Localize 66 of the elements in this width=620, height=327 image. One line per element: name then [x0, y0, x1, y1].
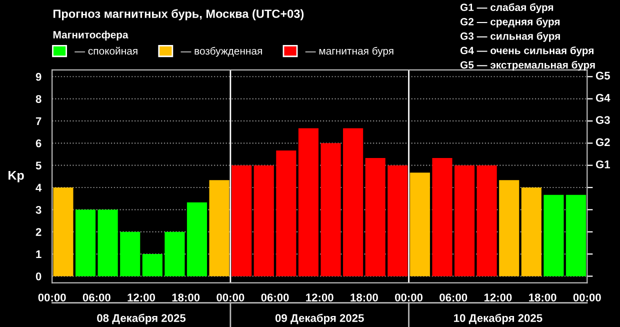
y-tick-label: 1 — [36, 250, 42, 258]
bar — [298, 128, 318, 276]
bar — [75, 210, 96, 276]
y-tick-label: 8 — [36, 95, 42, 103]
text: G1 — [596, 160, 610, 168]
y-tick-label: 0 — [36, 272, 42, 280]
bar — [53, 188, 74, 276]
y-tick-label: 5 — [36, 162, 42, 170]
legend-label: — возбужденная — [180, 46, 262, 57]
bar — [499, 180, 520, 276]
legend-title: Магнитосфера — [53, 30, 128, 40]
text: 08 Декабря 2025 — [97, 314, 186, 324]
y-tick-label: 9 — [36, 72, 42, 81]
bar — [365, 158, 386, 276]
bar — [521, 188, 542, 276]
bar — [320, 143, 341, 276]
bar — [343, 128, 364, 276]
bar — [98, 210, 118, 276]
text: G1 — слабая буря — [460, 3, 554, 14]
x-tick-label: 06:00 — [261, 294, 289, 302]
text: 10 Декабря 2025 — [454, 314, 542, 324]
bar — [566, 194, 586, 276]
bar — [120, 232, 140, 276]
x-tick-label: 18:00 — [350, 294, 378, 302]
bar — [432, 158, 452, 276]
y-tick-label: 4 — [36, 184, 42, 192]
x-tick-label: 00:00 — [38, 294, 66, 302]
bar — [232, 165, 252, 276]
x-tick-label: 18:00 — [172, 294, 200, 302]
x-tick-label: 00:00 — [395, 294, 423, 302]
y-tick-label: 7 — [36, 117, 42, 126]
x-tick-label: 06:00 — [82, 294, 110, 302]
x-tick-label: 12:00 — [484, 294, 512, 302]
text: G3 — сильная буря — [460, 32, 560, 42]
bar — [254, 165, 274, 276]
text: G4 — [596, 94, 610, 102]
bar — [142, 254, 162, 276]
bar — [209, 180, 230, 276]
text: G5 — [596, 72, 610, 80]
text: G2 — [596, 138, 610, 146]
bar — [388, 165, 408, 276]
bar — [186, 202, 208, 276]
bar — [454, 165, 475, 276]
bar — [410, 172, 430, 276]
text: G4 — очень сильная буря — [460, 46, 594, 56]
x-tick-label: 00:00 — [216, 294, 244, 302]
bar — [476, 165, 497, 276]
y-tick-label: 2 — [36, 228, 42, 236]
y-axis-title: Kp — [8, 171, 24, 182]
bar — [164, 232, 185, 276]
legend-label: — спокойная — [74, 46, 138, 55]
annotation: G5 — экстремальная буря — [460, 60, 595, 71]
bar — [276, 150, 296, 276]
text: 09 Декабря 2025 — [275, 314, 364, 324]
x-tick-label: 18:00 — [529, 294, 556, 302]
bar — [544, 194, 564, 276]
text: G3 — [596, 116, 610, 124]
legend-label: — магнитная буря — [305, 46, 394, 57]
x-tick-label: 12:00 — [128, 294, 156, 302]
y-tick-label: 3 — [36, 206, 42, 214]
x-tick-label: 06:00 — [440, 294, 468, 302]
x-tick-label: 12:00 — [306, 294, 334, 302]
text: G2 — средняя буря — [460, 18, 560, 28]
x-tick-label: 00:00 — [573, 294, 601, 302]
chart-title: Прогноз магнитных бурь, Москва (UTC+03) — [53, 9, 304, 20]
y-tick-label: 6 — [36, 139, 42, 148]
